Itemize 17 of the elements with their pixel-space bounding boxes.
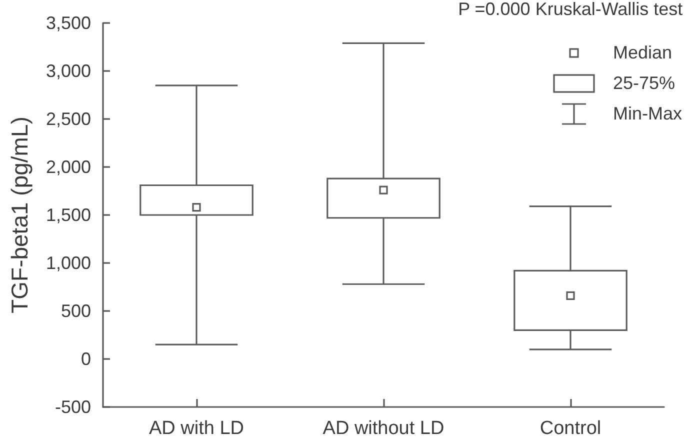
y-tick-label: 1,500	[46, 205, 91, 225]
annotation: Min-Max	[613, 104, 682, 124]
y-tick-label: 0	[80, 349, 91, 369]
y-tick-label: 500	[60, 301, 91, 321]
annotation: 25-75%	[613, 73, 676, 94]
y-axis-title: TGF-beta1 (pg/mL)	[6, 116, 32, 314]
text: P =0.000 Kruskal-Wallis test	[458, 0, 683, 19]
y-tick-label: 2,500	[46, 109, 91, 129]
y-tick-label: 3,500	[46, 13, 91, 33]
y-tick-label: 2,000	[46, 157, 91, 177]
y-tick-label: 3,000	[46, 61, 91, 81]
y-tick-label: 1,000	[46, 253, 91, 273]
x-tick-label: Control	[540, 418, 602, 439]
x-tick-label: AD with LD	[148, 418, 244, 439]
x-tick-label: AD without LD	[322, 418, 444, 439]
y-tick-label: -500	[54, 397, 91, 417]
annotation: Median	[613, 42, 672, 63]
